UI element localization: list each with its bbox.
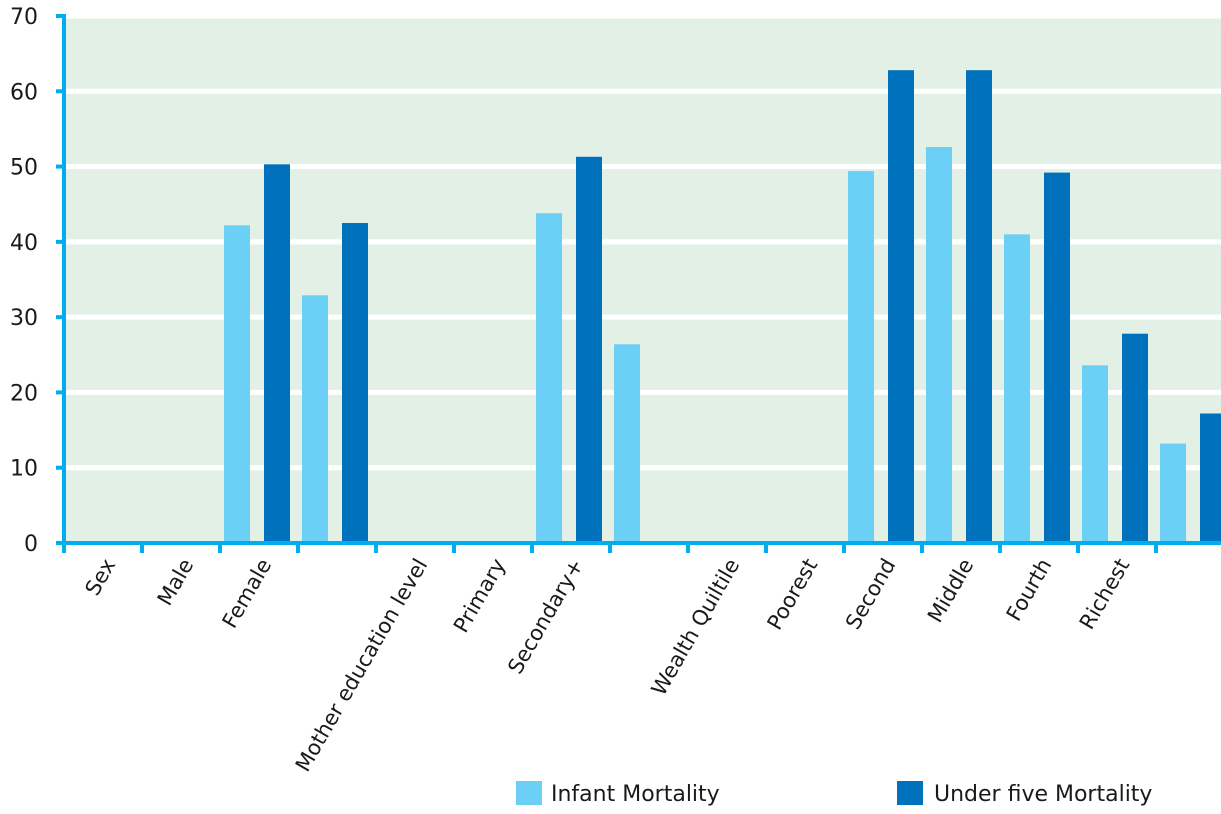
bar-infant-11 — [1004, 234, 1030, 544]
y-tick-label: 20 — [10, 381, 38, 406]
y-tick-label: 40 — [10, 231, 38, 256]
bar-under-five-1 — [264, 164, 290, 543]
category-labels: Sex Male Female Mother education level Prima… — [80, 555, 1134, 776]
bar-infant-2 — [302, 295, 328, 543]
bar-under-five-10 — [966, 70, 992, 543]
x-category-label: Middle — [923, 555, 978, 627]
bar-infant-6 — [614, 344, 640, 543]
x-category-label: Poorest — [763, 555, 823, 634]
gridlines — [64, 13, 1221, 471]
bar-infant-1 — [224, 225, 250, 543]
bar-infant-13 — [1160, 443, 1186, 543]
y-tick-labels: 0 10 20 30 40 50 60 70 — [10, 5, 38, 557]
bar-under-five-5 — [576, 156, 602, 543]
bar-under-five-12 — [1122, 333, 1148, 543]
legend-swatch-under-five-mortality — [897, 781, 923, 805]
x-category-label: Sex — [80, 555, 120, 600]
x-category-label: Richest — [1075, 555, 1134, 634]
legend-label-under-five-mortality: Under five Mortality — [934, 782, 1152, 807]
bars — [224, 70, 1221, 544]
x-category-label: Male — [153, 555, 199, 610]
legend-swatch-infant-mortality — [516, 781, 542, 805]
y-tick-label: 70 — [10, 5, 38, 30]
x-category-label: Second — [841, 555, 900, 634]
y-tick-label: 0 — [24, 532, 38, 557]
bar-under-five-2 — [342, 223, 368, 544]
axes — [56, 14, 1221, 553]
legend-label-infant-mortality: Infant Mortality — [551, 782, 720, 807]
legend: Infant Mortality Under five Mortality — [516, 781, 1152, 807]
bar-infant-5 — [536, 213, 562, 543]
x-category-label: Female — [218, 555, 277, 633]
bar-infant-9 — [848, 171, 874, 544]
bar-under-five-13 — [1200, 413, 1221, 543]
x-category-label: Wealth Quiltile — [647, 555, 745, 700]
bar-under-five-9 — [888, 70, 914, 543]
bar-under-five-11 — [1044, 172, 1070, 543]
x-category-label: Primary — [449, 555, 510, 637]
x-category-label: Mother education level — [291, 555, 433, 776]
bar-infant-12 — [1082, 365, 1108, 543]
x-category-label: Fourth — [1002, 555, 1057, 626]
y-tick-label: 50 — [10, 156, 38, 181]
y-tick-label: 10 — [10, 457, 38, 482]
y-tick-label: 60 — [10, 80, 38, 105]
bar-infant-10 — [926, 146, 952, 544]
y-tick-label: 30 — [10, 306, 38, 331]
x-category-label: Secondary+ — [503, 555, 588, 679]
